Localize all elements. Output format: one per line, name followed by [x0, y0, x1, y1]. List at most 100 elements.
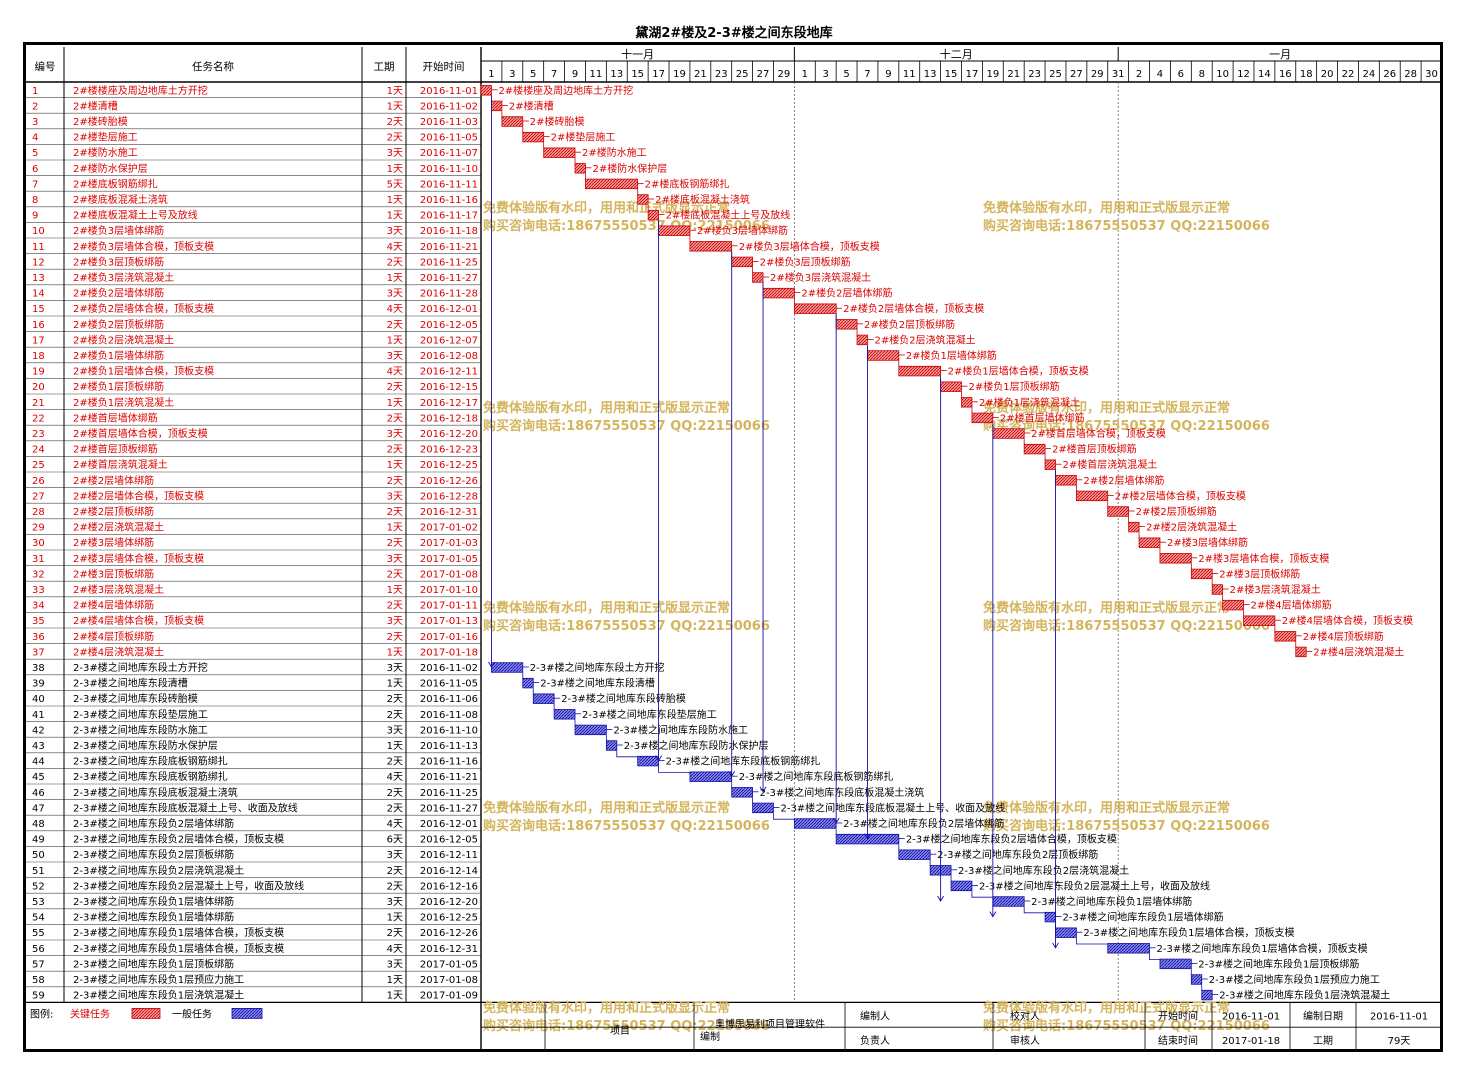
task-bar [1076, 490, 1109, 502]
footer-date-label: 编制日期 [1303, 1009, 1343, 1022]
task-bar [971, 412, 994, 424]
task-bar-label: 2#楼4层墙体绑筋 [1251, 599, 1332, 612]
task-id: 10 [32, 226, 45, 237]
task-name: 2-3#楼之间地库东段防水施工 [73, 723, 208, 736]
task-bar-label: 2#楼负3层顶板绑筋 [760, 255, 851, 268]
watermark: 免费体验版有水印，用用和正式版显示正常 [483, 200, 730, 216]
task-bar [480, 85, 492, 96]
task-name: 2-3#楼之间地库东段底板钢筋绑扎 [73, 770, 228, 783]
task-bar-label: 2#楼负2层顶板绑筋 [864, 318, 955, 331]
task-start: 2016-11-06 [420, 694, 478, 705]
task-bar-label: 2#楼负3层墙体绑筋 [697, 224, 788, 237]
task-bar [856, 334, 868, 346]
task-name: 2#楼底板混凝土浇筑 [73, 193, 168, 206]
dependency-arrow [1076, 938, 1108, 945]
task-bar-label: 2#楼2层墙体合模，顶板支模 [1115, 489, 1246, 502]
watermark: 免费体验版有水印，用用和正式版显示正常 [983, 800, 1230, 816]
task-start: 2017-01-16 [420, 632, 478, 643]
task-id: 15 [32, 304, 45, 315]
task-bar-label: 2-3#楼之间地库东段负2层顶板绑筋 [937, 848, 1098, 861]
task-bar-label: 2-3#楼之间地库东段负1层墙体绑筋 [1063, 911, 1224, 924]
task-bar-label: 2#楼负1层墙体绑筋 [906, 349, 997, 362]
task-name: 2#楼楼座及周边地库土方开挖 [73, 84, 208, 97]
task-start: 2016-12-28 [420, 491, 478, 502]
day-label: 8 [1199, 69, 1205, 80]
task-bar [491, 662, 524, 673]
task-bar [574, 724, 607, 736]
task-duration: 6天 [387, 835, 403, 846]
dependency-arrow [773, 813, 795, 820]
watermark: 免费体验版有水印，用用和正式版显示正常 [483, 400, 730, 416]
task-id: 30 [32, 538, 45, 549]
task-bar-label: 2-3#楼之间地库东段负2层墙体绑筋 [843, 817, 1004, 830]
day-label: 4 [1157, 69, 1163, 80]
task-id: 46 [32, 788, 45, 799]
task-start: 2016-11-13 [420, 741, 478, 752]
task-name: 2#楼底板混凝土上号及放线 [73, 209, 198, 222]
arrow-head [937, 895, 944, 902]
task-duration: 1天 [387, 101, 403, 112]
task-duration: 2天 [387, 320, 403, 331]
task-bar-label: 2-3#楼之间地库东段防水施工 [613, 723, 748, 736]
day-label: 6 [1178, 69, 1184, 80]
task-bar-label: 2#楼负1层浇筑混凝土 [979, 396, 1080, 409]
task-bar-label: 2#楼首层墙体绑筋 [1000, 411, 1085, 424]
footer-auditor-label: 审核人 [1010, 1034, 1040, 1047]
task-id: 51 [32, 866, 45, 877]
task-bar [793, 818, 837, 829]
legend-label: 图例: [30, 1007, 53, 1020]
task-start: 2016-11-07 [420, 148, 478, 159]
watermark: 购买咨询电话:18675550537 QQ:22150066 [983, 818, 1270, 834]
task-id: 53 [32, 897, 45, 908]
footer-project-label: 项目 [610, 1025, 630, 1037]
task-name: 2#楼3层墙体绑筋 [73, 536, 154, 549]
task-duration: 1天 [387, 741, 403, 752]
task-duration: 2天 [387, 803, 403, 814]
task-id: 28 [32, 507, 45, 518]
arrow-head [728, 770, 736, 778]
task-duration: 2天 [387, 694, 403, 705]
task-duration: 1天 [387, 211, 403, 222]
day-label: 15 [945, 69, 958, 80]
task-bar [1190, 974, 1203, 985]
task-bar-label: 2-3#楼之间地库东段负1层顶板绑筋 [1198, 957, 1359, 970]
task-bar [1044, 459, 1056, 470]
day-label: 9 [572, 69, 578, 80]
task-start: 2016-12-17 [420, 398, 478, 409]
day-label: 25 [1049, 69, 1062, 80]
task-name: 2-3#楼之间地库东段清槽 [73, 677, 188, 690]
task-name: 2#楼4层墙体绑筋 [73, 599, 154, 612]
task-name: 2#楼负2层墙体合模，顶板支模 [73, 302, 214, 315]
task-start: 2016-12-18 [420, 413, 478, 424]
task-start: 2016-11-28 [420, 289, 478, 300]
task-bar [647, 209, 659, 221]
day-label: 31 [1112, 69, 1125, 80]
day-label: 5 [843, 69, 849, 80]
task-bar-label: 2#楼防水保护层 [592, 162, 667, 175]
arrow-head [488, 661, 495, 668]
task-name: 2#楼4层墙体合模，顶板支模 [73, 614, 204, 627]
task-name: 2#楼2层顶板绑筋 [73, 505, 154, 518]
task-start: 2016-12-26 [420, 928, 478, 939]
task-id: 24 [32, 445, 45, 456]
task-start: 2016-12-31 [420, 944, 478, 955]
day-label: 27 [1070, 69, 1083, 80]
task-bar-label: 2#楼3层浇筑混凝土 [1230, 583, 1321, 596]
task-name: 2-3#楼之间地库东段负1层墙体绑筋 [73, 895, 234, 908]
task-id: 33 [32, 585, 45, 596]
task-name: 2#楼首层顶板绑筋 [73, 443, 158, 456]
task-bar-label: 2#楼3层墙体绑筋 [1167, 536, 1248, 549]
task-duration: 2天 [387, 632, 403, 643]
task-name: 2#楼3层顶板绑筋 [73, 567, 154, 580]
task-bar-label: 2#楼负1层顶板绑筋 [969, 380, 1060, 393]
task-name: 2#楼4层浇筑混凝土 [73, 645, 164, 658]
task-start: 2016-11-27 [420, 273, 478, 284]
task-id: 22 [32, 413, 45, 424]
task-start: 2017-01-08 [420, 569, 478, 580]
chart-frame [23, 42, 1443, 1052]
task-start: 2016-12-08 [420, 351, 478, 362]
task-id: 11 [32, 242, 45, 253]
day-label: 23 [715, 69, 728, 80]
task-duration: 2天 [387, 710, 403, 721]
task-bar-label: 2#楼3层墙体合模，顶板支模 [1198, 552, 1329, 565]
